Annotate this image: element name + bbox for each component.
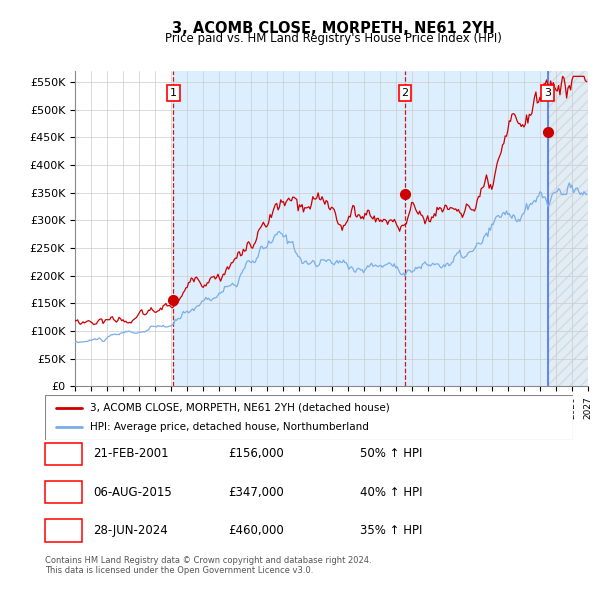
Text: 28-JUN-2024: 28-JUN-2024 [93, 524, 168, 537]
Text: 21-FEB-2001: 21-FEB-2001 [93, 447, 169, 460]
Text: £347,000: £347,000 [228, 486, 284, 499]
Text: 3: 3 [544, 88, 551, 98]
Bar [173, 71, 548, 386]
Text: 1: 1 [170, 88, 177, 98]
Text: 06-AUG-2015: 06-AUG-2015 [93, 486, 172, 499]
Text: 3: 3 [60, 524, 67, 537]
Text: 50% ↑ HPI: 50% ↑ HPI [360, 447, 422, 460]
Text: 1: 1 [60, 447, 67, 460]
Text: £460,000: £460,000 [228, 524, 284, 537]
Text: 2: 2 [60, 486, 67, 499]
Text: 40% ↑ HPI: 40% ↑ HPI [360, 486, 422, 499]
Text: £156,000: £156,000 [228, 447, 284, 460]
Text: Contains HM Land Registry data © Crown copyright and database right 2024.
This d: Contains HM Land Registry data © Crown c… [45, 556, 371, 575]
Text: 3, ACOMB CLOSE, MORPETH, NE61 2YH: 3, ACOMB CLOSE, MORPETH, NE61 2YH [172, 21, 494, 35]
Text: 35% ↑ HPI: 35% ↑ HPI [360, 524, 422, 537]
Text: 3, ACOMB CLOSE, MORPETH, NE61 2YH (detached house): 3, ACOMB CLOSE, MORPETH, NE61 2YH (detac… [90, 403, 389, 412]
Text: HPI: Average price, detached house, Northumberland: HPI: Average price, detached house, Nort… [90, 422, 369, 432]
Text: 2: 2 [401, 88, 409, 98]
Text: Price paid vs. HM Land Registry's House Price Index (HPI): Price paid vs. HM Land Registry's House … [164, 32, 502, 45]
